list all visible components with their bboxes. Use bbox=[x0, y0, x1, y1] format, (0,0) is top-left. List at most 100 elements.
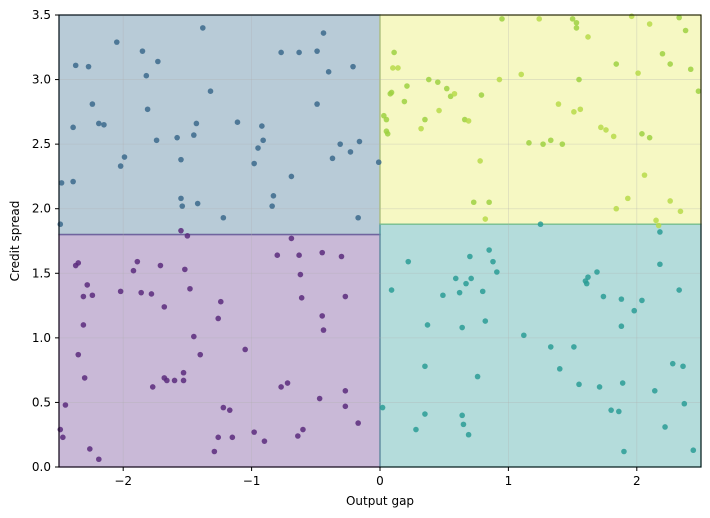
point-s4-45 bbox=[657, 261, 663, 268]
point-s4-33 bbox=[600, 293, 607, 300]
point-s1-48 bbox=[295, 433, 301, 439]
x-tick-label-2: 0 bbox=[376, 474, 384, 488]
point-s4-14 bbox=[463, 280, 469, 287]
point-s2-15 bbox=[470, 199, 477, 206]
point-s0-43 bbox=[347, 149, 354, 155]
y-tick-label-1: 0.5 bbox=[32, 395, 51, 409]
point-s4-27 bbox=[571, 344, 577, 350]
point-s3-27 bbox=[677, 208, 684, 215]
point-s0-39 bbox=[320, 30, 327, 36]
point-s0-14 bbox=[144, 106, 151, 113]
point-s1-21 bbox=[164, 377, 170, 384]
point-s4-43 bbox=[651, 388, 658, 394]
point-s1-30 bbox=[191, 333, 197, 340]
point-s2-19 bbox=[526, 140, 532, 146]
point-s1-22 bbox=[161, 304, 168, 310]
point-s1-25 bbox=[180, 369, 187, 376]
point-s4-13 bbox=[465, 431, 472, 438]
point-s1-27 bbox=[184, 233, 191, 239]
point-s1-7 bbox=[80, 322, 87, 328]
point-s1-44 bbox=[284, 380, 291, 386]
point-s0-45 bbox=[356, 138, 363, 145]
point-s4-17 bbox=[474, 373, 481, 380]
point-s4-6 bbox=[424, 322, 431, 328]
point-s3-5 bbox=[465, 118, 472, 124]
point-s4-11 bbox=[459, 412, 465, 419]
point-s1-1 bbox=[60, 434, 66, 441]
point-s1-24 bbox=[178, 227, 184, 234]
point-s2-30 bbox=[659, 50, 666, 57]
point-s0-1 bbox=[57, 221, 64, 228]
point-s3-15 bbox=[598, 124, 604, 131]
point-s3-23 bbox=[646, 21, 653, 27]
point-s0-29 bbox=[255, 145, 261, 151]
point-s2-11 bbox=[434, 79, 441, 85]
point-s2-3 bbox=[383, 128, 390, 135]
point-s2-1 bbox=[383, 116, 390, 123]
point-s4-46 bbox=[662, 424, 668, 430]
point-s3-13 bbox=[577, 106, 584, 113]
point-s0-42 bbox=[337, 141, 343, 147]
point-s4-28 bbox=[576, 381, 582, 388]
y-tick-label-0: 0.0 bbox=[32, 460, 51, 474]
point-s1-57 bbox=[342, 388, 349, 394]
point-s4-35 bbox=[608, 407, 614, 413]
point-s3-17 bbox=[610, 133, 617, 140]
point-s4-23 bbox=[521, 332, 527, 339]
point-s4-39 bbox=[619, 380, 626, 386]
point-s0-19 bbox=[179, 203, 186, 209]
point-s0-46 bbox=[355, 214, 361, 221]
point-s4-10 bbox=[459, 324, 465, 331]
point-s1-42 bbox=[278, 384, 284, 390]
point-s2-26 bbox=[576, 76, 582, 83]
point-s0-3 bbox=[70, 124, 76, 131]
point-s4-47 bbox=[669, 360, 676, 367]
scatter-points bbox=[57, 13, 702, 463]
point-s0-15 bbox=[155, 58, 161, 65]
point-s0-47 bbox=[375, 159, 382, 166]
point-s3-16 bbox=[603, 127, 609, 133]
point-s1-33 bbox=[215, 434, 222, 441]
point-s2-5 bbox=[388, 89, 395, 96]
point-s1-26 bbox=[180, 377, 187, 384]
point-s1-15 bbox=[134, 258, 141, 265]
point-s4-48 bbox=[676, 287, 682, 293]
point-s2-27 bbox=[613, 61, 620, 67]
point-s3-9 bbox=[518, 71, 525, 78]
point-s3-12 bbox=[571, 109, 577, 115]
point-s4-50 bbox=[681, 400, 688, 407]
point-s4-25 bbox=[547, 344, 554, 350]
point-s4-1 bbox=[388, 287, 395, 293]
point-s0-17 bbox=[174, 134, 180, 141]
point-s3-11 bbox=[555, 101, 562, 107]
point-s1-31 bbox=[197, 351, 204, 358]
x-axis-label: Output gap bbox=[346, 494, 414, 508]
point-s4-37 bbox=[618, 296, 625, 302]
point-s0-38 bbox=[314, 101, 320, 107]
point-s4-22 bbox=[494, 269, 500, 275]
point-s3-25 bbox=[655, 222, 662, 229]
point-s2-24 bbox=[573, 19, 580, 26]
point-s1-41 bbox=[261, 438, 268, 444]
x-tick-label-3: 1 bbox=[505, 474, 513, 488]
x-tick-label-4: 2 bbox=[633, 474, 641, 488]
point-s3-0 bbox=[390, 65, 396, 71]
point-s2-31 bbox=[667, 61, 673, 67]
point-s0-32 bbox=[270, 193, 277, 199]
point-s1-13 bbox=[117, 288, 124, 295]
point-s2-21 bbox=[547, 137, 554, 144]
point-s1-58 bbox=[342, 403, 349, 410]
point-s1-11 bbox=[89, 292, 96, 299]
point-s4-24 bbox=[537, 221, 544, 228]
point-s4-5 bbox=[422, 411, 428, 417]
point-s1-5 bbox=[75, 351, 82, 358]
point-s0-2 bbox=[70, 178, 76, 185]
point-s0-22 bbox=[193, 120, 200, 127]
point-s1-0 bbox=[57, 426, 64, 433]
point-s1-47 bbox=[297, 271, 304, 278]
point-s0-10 bbox=[117, 163, 124, 169]
point-s4-12 bbox=[460, 421, 467, 428]
y-axis-ticks: 0.0 0.5 1.0 1.5 2.0 2.5 3.0 3.5 bbox=[32, 8, 59, 474]
point-s0-27 bbox=[234, 119, 241, 125]
point-s1-51 bbox=[316, 395, 323, 402]
